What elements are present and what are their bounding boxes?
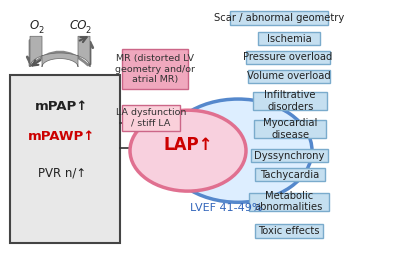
FancyBboxPatch shape [248,70,330,83]
FancyBboxPatch shape [122,49,188,89]
Text: Tachycardia: Tachycardia [260,170,320,180]
Text: Ischemia: Ischemia [267,33,311,44]
Polygon shape [30,36,90,67]
Text: Scar / abnormal geometry: Scar / abnormal geometry [214,13,344,23]
FancyBboxPatch shape [122,105,180,131]
Text: Pressure overload: Pressure overload [243,52,333,62]
Text: MR (distorted LV
geometry and/or
atrial MR): MR (distorted LV geometry and/or atrial … [115,54,195,84]
FancyBboxPatch shape [258,32,320,45]
FancyBboxPatch shape [251,149,328,162]
Text: LA dysfunction
/ stiff LA: LA dysfunction / stiff LA [116,108,186,128]
FancyBboxPatch shape [246,51,330,64]
Text: LVEF 41-49%: LVEF 41-49% [190,203,262,213]
Text: O: O [29,19,39,32]
Circle shape [130,110,246,191]
Circle shape [164,99,312,202]
FancyBboxPatch shape [255,224,323,238]
Text: Toxic effects: Toxic effects [258,226,320,236]
Text: Myocardial
disease: Myocardial disease [263,118,318,140]
Text: LAP↑: LAP↑ [163,136,213,154]
Text: Volume overload: Volume overload [247,71,331,81]
Text: mPAWP↑: mPAWP↑ [28,130,96,143]
Text: CO: CO [69,19,87,32]
Text: PVR n/↑: PVR n/↑ [38,167,86,179]
Text: Metabolic
abnormalities: Metabolic abnormalities [255,191,323,212]
FancyBboxPatch shape [10,75,120,243]
FancyBboxPatch shape [255,168,325,181]
Text: 2: 2 [85,27,91,35]
FancyBboxPatch shape [249,193,329,211]
FancyBboxPatch shape [253,92,327,110]
FancyBboxPatch shape [254,120,326,138]
Text: mPAP↑: mPAP↑ [35,100,89,112]
Text: Dyssynchrony: Dyssynchrony [254,151,325,161]
Text: 2: 2 [38,27,44,35]
FancyBboxPatch shape [230,11,328,25]
Text: Infiltrative
disorders: Infiltrative disorders [264,90,316,112]
